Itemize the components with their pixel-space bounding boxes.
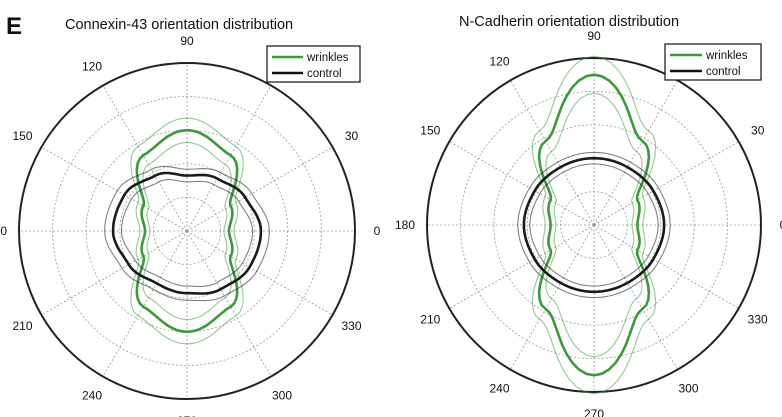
spoke-line <box>186 230 333 316</box>
spoke-line <box>186 85 272 232</box>
series-layer <box>104 117 270 345</box>
panel-letter: E <box>6 13 22 40</box>
angle-tick-label: 330 <box>748 313 768 327</box>
radial-ring <box>119 163 255 299</box>
legend-label-control: control <box>307 68 342 80</box>
series-wrinkles-upper-band <box>130 117 244 345</box>
legend-box <box>266 45 361 83</box>
angle-tick-label: 90 <box>587 29 601 43</box>
chart-title: N-Cadherin orientation distribution <box>459 14 679 30</box>
angle-tick-label: 0 <box>780 218 782 232</box>
angle-tick-label: 180 <box>0 224 7 238</box>
angle-tick-label: 120 <box>489 54 509 68</box>
series-wrinkles-lower-band <box>545 92 643 358</box>
angle-tick-labels: 0 30 90 120 150 180 210 240 270 300 330 <box>395 29 782 417</box>
series-control-lower-band <box>529 163 659 287</box>
legend-label-wrinkles: wrinkles <box>705 50 748 62</box>
polar-grid <box>18 62 356 400</box>
angle-tick-label: 30 <box>751 124 765 138</box>
series-control-line <box>111 171 263 295</box>
series-control-lower-band <box>120 179 254 287</box>
angle-tick-label: 300 <box>678 382 698 396</box>
angle-tick-label: 0 <box>374 224 381 238</box>
spoke-line <box>102 85 188 232</box>
angle-tick-label: 210 <box>12 319 32 333</box>
polar-chart-ncadherin: N-Cadherin orientation distribution 0 30 9… <box>395 14 782 417</box>
series-wrinkles-line <box>135 128 239 334</box>
spoke-line <box>41 146 188 232</box>
angle-tick-label: 210 <box>420 313 440 327</box>
spoke-line <box>593 80 678 226</box>
outer-ring <box>18 62 356 400</box>
angle-tick-labels: 0 30 90 120 150 180 210 240 270 300 330 <box>0 34 381 417</box>
series-layer <box>517 55 671 395</box>
legend: wrinkles control <box>266 45 361 83</box>
spoke-line <box>593 224 739 309</box>
spoke-line <box>41 230 188 316</box>
angle-tick-label: 300 <box>272 389 292 403</box>
spoke-line <box>102 230 188 377</box>
series-control-upper-band <box>517 151 671 299</box>
angle-tick-label: 90 <box>180 34 194 48</box>
legend: wrinkles control <box>664 43 762 81</box>
angle-tick-label: 270 <box>177 414 197 417</box>
angle-tick-label: 270 <box>584 407 604 417</box>
angle-tick-label: 120 <box>82 60 102 74</box>
angle-tick-label: 150 <box>420 124 440 138</box>
angle-tick-label: 330 <box>341 319 361 333</box>
spoke-line <box>510 80 595 226</box>
legend-label-wrinkles: wrinkles <box>306 52 349 64</box>
angle-tick-label: 240 <box>82 389 102 403</box>
legend-label-control: control <box>706 66 741 78</box>
radial-ring <box>52 96 322 366</box>
polar-grid <box>426 57 762 393</box>
spoke-line <box>593 141 739 226</box>
angle-tick-label: 30 <box>345 129 359 143</box>
spoke-line <box>186 230 272 377</box>
series-control-upper-band <box>104 165 270 302</box>
series-control-line <box>522 156 666 294</box>
series-wrinkles-lower-band <box>142 141 232 321</box>
angle-tick-label: 240 <box>489 382 509 396</box>
series-wrinkles-upper-band <box>531 55 657 395</box>
angle-tick-label: 150 <box>12 129 32 143</box>
legend-box <box>664 43 762 81</box>
polar-chart-connexin43: Connexin-43 orientation distribution 0 30… <box>0 17 381 417</box>
spoke-line <box>510 224 595 370</box>
outer-ring <box>426 57 762 393</box>
angle-tick-label: 180 <box>395 218 415 232</box>
spoke-line <box>449 141 595 226</box>
spoke-line <box>186 146 333 232</box>
series-wrinkles-line <box>537 73 651 377</box>
spoke-line <box>593 224 678 370</box>
spoke-line <box>449 224 595 309</box>
chart-title: Connexin-43 orientation distribution <box>65 17 293 33</box>
